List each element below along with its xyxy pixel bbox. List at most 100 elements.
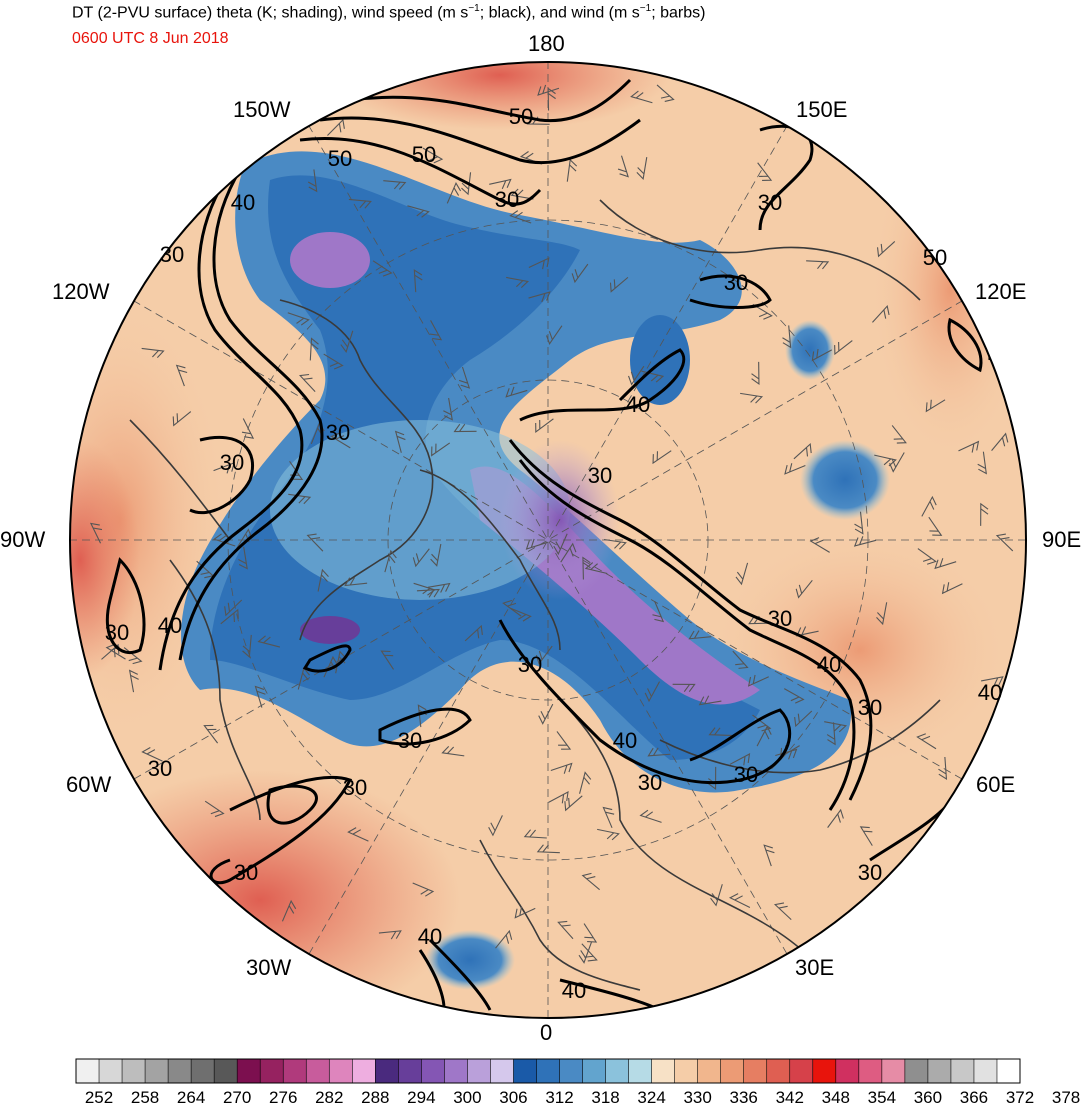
colorbar-swatch: [996, 1059, 1021, 1083]
colorbar-swatch: [398, 1059, 422, 1083]
contour-label: 30: [758, 190, 782, 215]
wind-barb: [710, 884, 723, 907]
wind-barb: [443, 397, 453, 421]
colorbar-tick-label: 318: [591, 1088, 619, 1105]
colorbar-border: [75, 1058, 1021, 1084]
colorbar-swatch: [605, 1059, 630, 1083]
wind-barb: [416, 588, 440, 598]
wind-barb: [101, 643, 120, 660]
wind-barb: [412, 548, 430, 568]
wind-barb: [254, 685, 266, 708]
wind-barb: [509, 607, 532, 622]
wind-barb: [550, 762, 573, 774]
wind-barb: [784, 463, 806, 475]
colorbar-swatch: [329, 1059, 353, 1083]
title-text: DT (2-PVU surface) theta (K; shading), w…: [72, 4, 469, 22]
wind-barb: [528, 291, 551, 303]
wind-barb: [242, 634, 252, 658]
wind-barb: [394, 430, 406, 453]
colorbar-swatch: [168, 1059, 192, 1083]
wind-barb: [603, 538, 627, 550]
lon-label-30e: 30E: [795, 955, 835, 980]
wind-barb: [571, 263, 589, 284]
colorbar-swatch: [191, 1059, 215, 1083]
wind-barb: [579, 771, 592, 794]
wind-barb: [330, 432, 351, 449]
wind-barb: [407, 205, 430, 218]
wind-barb: [782, 325, 792, 349]
wind-barb: [461, 172, 472, 196]
colorbar-swatch: [444, 1059, 468, 1083]
wind-barb: [566, 158, 578, 182]
wind-barb: [639, 809, 662, 823]
contour-label: 40: [613, 728, 637, 753]
colorbar-tick-label: 252: [85, 1088, 113, 1105]
wind-barb: [874, 454, 897, 467]
wind-barb: [458, 366, 471, 389]
wind-barb: [523, 829, 547, 839]
colorbar-swatch: [628, 1059, 653, 1083]
coastlines: [129, 199, 941, 991]
colorbar-swatch: [789, 1059, 814, 1083]
wind-barb: [431, 442, 451, 457]
wind-barb: [763, 844, 775, 867]
wind-barb: [636, 157, 648, 180]
wind-barb: [735, 562, 749, 586]
colorbar-swatch: [122, 1059, 146, 1083]
wind-barb: [826, 722, 836, 746]
wind-barb: [916, 733, 937, 750]
contour-label: 50: [412, 142, 436, 167]
colorbar-tick-label: 360: [914, 1088, 942, 1105]
wind-barb: [981, 676, 1004, 687]
contour-label: 30: [105, 620, 129, 645]
wind-barb: [213, 533, 236, 547]
contour-label: 30: [220, 450, 244, 475]
wind-barb: [287, 312, 310, 326]
wind-barb: [429, 320, 443, 341]
contour-label: 30: [398, 728, 422, 753]
colorbar-tick-label: 336: [730, 1088, 758, 1105]
wind-barb: [824, 721, 847, 733]
colorbar-swatch: [467, 1059, 491, 1083]
wind-barb: [348, 198, 372, 209]
wind-barb: [876, 241, 896, 258]
wind-barb: [889, 452, 905, 473]
wind-barb: [141, 347, 165, 359]
wind-barb: [509, 210, 532, 224]
colorbar-swatch: [421, 1059, 445, 1083]
wind-barb: [853, 536, 877, 547]
lon-label-30w: 30W: [246, 955, 292, 980]
wind-barb: [506, 276, 530, 289]
wind-barb: [581, 872, 600, 891]
colorbar-tick-label: 288: [361, 1088, 389, 1105]
wind-barb: [535, 645, 553, 665]
wind-barb: [502, 599, 522, 617]
colorbar-tick-label: 282: [315, 1088, 343, 1105]
map-border: [69, 61, 1027, 1019]
wind-barb: [281, 899, 297, 922]
wind-barb: [698, 695, 722, 706]
contour-label: 40: [817, 652, 841, 677]
wind-barb: [584, 562, 608, 575]
wind-barb: [652, 600, 665, 623]
wind-barb: [809, 537, 830, 553]
wind-barb: [327, 118, 345, 136]
wind-barb: [958, 440, 980, 453]
contour-label: 40: [418, 924, 442, 949]
contour-label: 40: [231, 190, 255, 215]
wind-barb: [834, 340, 853, 356]
wind-barb: [347, 827, 369, 842]
wind-barb: [257, 635, 281, 648]
wind-barb: [617, 155, 629, 178]
wind-barb: [928, 516, 943, 536]
wind-barb: [806, 260, 830, 270]
colorbar-tick-label: 348: [822, 1088, 850, 1105]
meridian-line: [308, 125, 788, 955]
wind-barb: [384, 549, 397, 573]
wind-barb: [597, 828, 620, 841]
colorbar-swatch: [214, 1059, 238, 1083]
colorbar-swatch: [835, 1059, 860, 1083]
wind-barb: [564, 795, 583, 812]
